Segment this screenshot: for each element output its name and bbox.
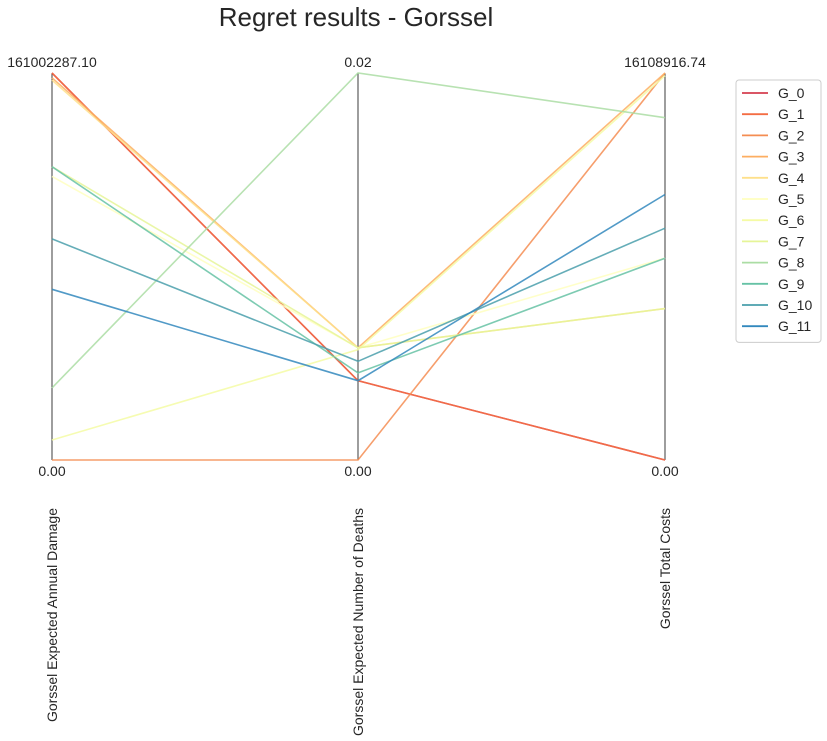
legend-entry-label: G_6: [778, 212, 805, 228]
axis-max-label: 0.02: [344, 54, 371, 70]
legend-entry-label: G_10: [778, 297, 812, 313]
axis-name-label: Gorssel Expected Number of Deaths: [350, 508, 366, 736]
axis-min-label: 0.00: [344, 463, 371, 479]
series-line-G_7: [51, 166, 666, 349]
chart-title: Regret results - Gorssel: [219, 2, 494, 32]
series-line-G_6: [51, 75, 666, 441]
legend-entry-label: G_2: [778, 127, 805, 143]
legend-entry-label: G_1: [778, 106, 805, 122]
series-line-G_4: [51, 79, 666, 349]
series-line-G_3: [51, 72, 666, 349]
legend-entry-label: G_3: [778, 149, 805, 165]
axis-labels: 161002287.10 0.00 Gorssel Expected Annual …: [7, 54, 706, 736]
legend-box: [735, 79, 822, 343]
series-lines: [51, 72, 666, 461]
series-line-G_11: [51, 193, 666, 382]
legend-entry-label: G_8: [778, 255, 805, 271]
series-line-G_1: [51, 72, 666, 461]
axis-max-label: 161002287.10: [7, 54, 97, 70]
legend-entry-label: G_0: [778, 85, 805, 101]
legend-entry-label: G_9: [778, 276, 805, 292]
legend: G_0 G_1 G_2 G_3 G_4 G_5 G_6 G_7 G_8 G_9 G_10 G_11: [735, 79, 822, 343]
legend-entry-label: G_7: [778, 233, 805, 249]
series-line-G_8: [51, 72, 666, 389]
axes-group: [51, 73, 666, 460]
axis-name-label: Gorssel Total Costs: [657, 508, 673, 629]
axis-name-label: Gorssel Expected Annual Damage: [44, 508, 60, 722]
legend-entry-label: G_4: [778, 170, 805, 186]
series-line-G_10: [51, 227, 666, 363]
legend-entry-label: G_5: [778, 191, 805, 207]
legend-entry-label: G_11: [778, 318, 811, 334]
series-line-G_2: [52, 72, 666, 461]
axis-min-label: 0.00: [651, 463, 678, 479]
axis-min-label: 0.00: [38, 463, 65, 479]
series-line-G_9: [51, 166, 666, 374]
axis-max-label: 16108916.74: [624, 54, 706, 70]
series-line-G_5: [51, 175, 666, 349]
series-line-G_0: [51, 72, 666, 461]
